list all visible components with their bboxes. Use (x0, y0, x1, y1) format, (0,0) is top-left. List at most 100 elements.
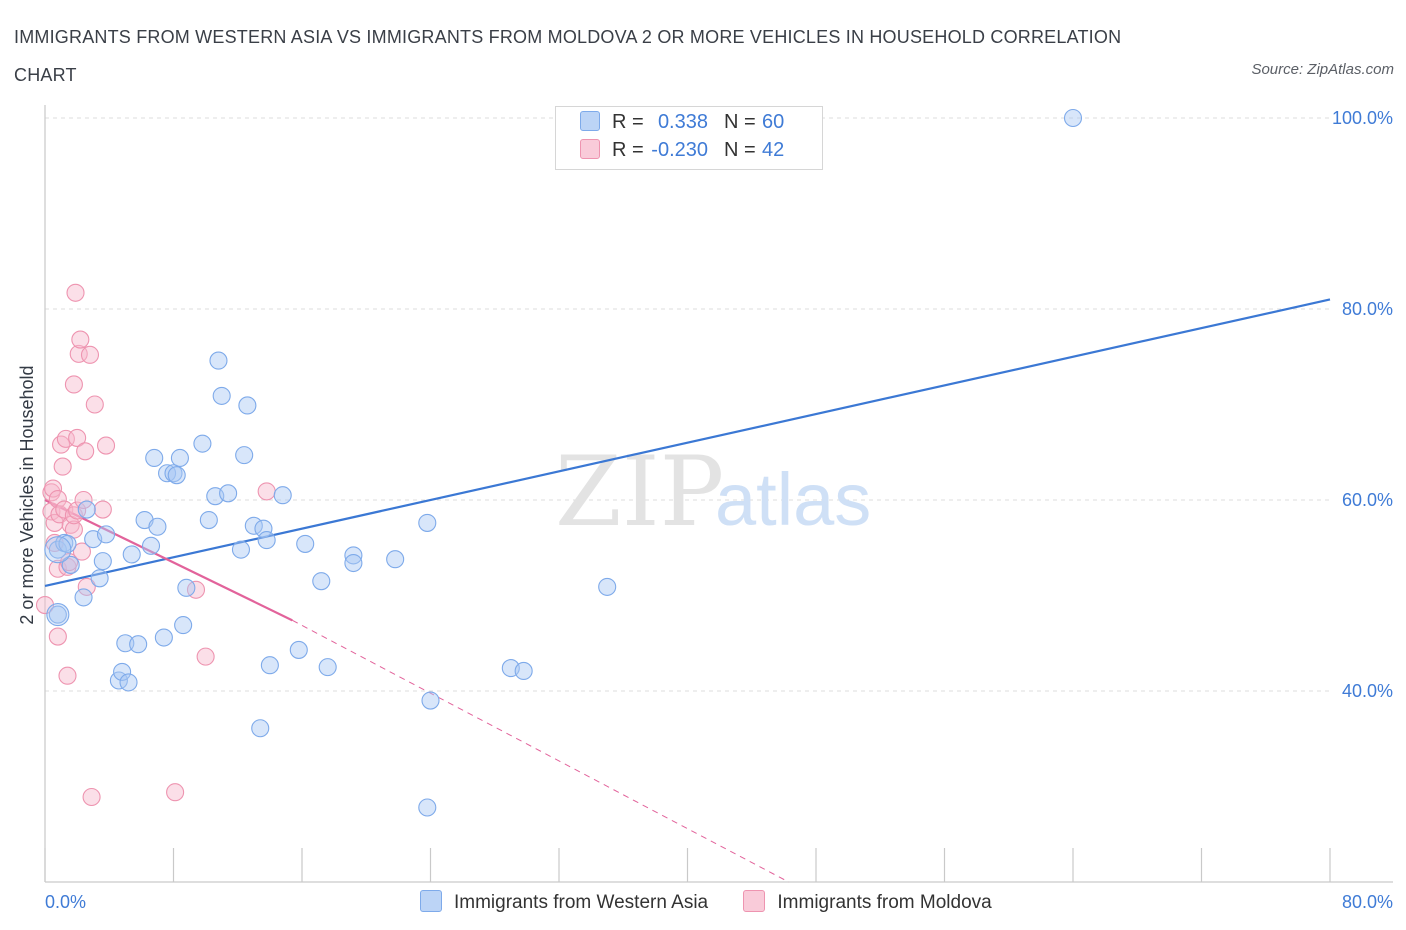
data-point (129, 635, 148, 654)
data-point (212, 386, 231, 405)
legend-swatch-moldova (580, 139, 600, 159)
data-point (257, 531, 276, 550)
data-point (514, 661, 533, 680)
data-point (386, 550, 405, 569)
data-point (74, 490, 93, 510)
legend-n-label: N = (724, 139, 756, 161)
data-point (68, 501, 87, 520)
data-point (260, 656, 279, 675)
data-point (235, 446, 254, 465)
data-point (96, 436, 116, 455)
data-point (71, 330, 90, 349)
data-point (93, 552, 112, 571)
data-point (145, 448, 164, 468)
data-point (85, 395, 104, 414)
data-point (154, 628, 173, 647)
data-point (238, 396, 257, 415)
data-point (167, 466, 186, 485)
data-point (58, 666, 77, 685)
data-point (48, 627, 67, 646)
data-point (43, 479, 63, 498)
tick-labels: 40.0% 60.0% 80.0% 100.0% 0.0% 80.0% (45, 108, 1393, 912)
series-swatch-moldova (743, 890, 766, 912)
data-point (82, 787, 101, 807)
series-swatch-western-asia (420, 890, 442, 912)
data-point (96, 525, 116, 544)
data-point (421, 691, 440, 710)
data-point (418, 513, 437, 532)
data-point (48, 540, 67, 559)
watermark: ZIP atlas (555, 436, 871, 548)
legend-n-value: 60 (762, 111, 785, 133)
data-point (273, 486, 292, 505)
data-point (68, 428, 87, 447)
data-point (166, 783, 185, 802)
data-point (116, 634, 135, 653)
data-point (74, 588, 93, 607)
legend-swatch-western-asia (580, 111, 600, 131)
data-point (170, 448, 189, 468)
trend-line-moldova-extension (292, 619, 789, 883)
data-point (76, 442, 95, 461)
data-point (64, 375, 83, 394)
trend-line-moldova (44, 499, 293, 622)
source-label: Source: ZipAtlas.com (1251, 61, 1394, 78)
legend-n-value: 42 (762, 139, 785, 161)
data-point (318, 658, 337, 677)
y-axis-label: 2 or more Vehicles in Household (17, 365, 37, 624)
data-point (141, 536, 161, 555)
data-point (219, 484, 238, 503)
watermark-atlas: atlas (715, 458, 871, 541)
series-legend: Immigrants from Western Asia Immigrants … (420, 890, 1022, 914)
data-point (45, 513, 64, 532)
series-label-western-asia: Immigrants from Western Asia (454, 892, 709, 913)
data-point (598, 577, 617, 596)
data-point (164, 464, 183, 483)
data-point (77, 500, 96, 519)
watermark-zip: ZIP (555, 436, 724, 548)
data-point (77, 577, 96, 596)
data-point (122, 545, 141, 564)
data-point (418, 798, 437, 817)
data-point (46, 603, 70, 627)
trend-line-western-asia (44, 298, 1331, 588)
data-point (289, 640, 308, 659)
data-point (344, 553, 363, 573)
data-point (196, 647, 215, 666)
data-point (174, 616, 193, 635)
data-point (231, 540, 251, 559)
legend-r-value: -0.230 (651, 139, 708, 161)
legend-n-label: N = (724, 111, 756, 133)
series-legend-moldova[interactable]: Immigrants from Moldova (743, 890, 992, 914)
data-point (209, 351, 228, 370)
series-legend-western-asia[interactable]: Immigrants from Western Asia (420, 890, 708, 914)
data-point (93, 500, 112, 519)
data-point (177, 578, 196, 597)
y-tick-label: 40.0% (1342, 681, 1393, 701)
data-point (48, 605, 67, 624)
data-point (254, 519, 273, 538)
data-point (90, 569, 109, 588)
series-label-moldova: Immigrants from Moldova (777, 892, 992, 913)
data-point (251, 719, 270, 738)
y-tick-label: 100.0% (1332, 108, 1393, 128)
grid-lines (45, 117, 1330, 692)
data-point (296, 534, 315, 553)
data-point (148, 517, 167, 536)
data-point (61, 555, 80, 574)
data-point (193, 434, 212, 453)
data-point (119, 673, 138, 692)
legend-r-value: 0.338 (657, 111, 708, 133)
data-point (66, 283, 85, 302)
data-point (312, 572, 331, 591)
data-point (58, 534, 77, 553)
data-point (48, 489, 67, 509)
trend-lines (44, 298, 1331, 883)
data-point (1063, 108, 1083, 128)
y-tick-label: 60.0% (1342, 490, 1393, 510)
legend-row-western-asia: R = 0.338 N = 60 (580, 111, 784, 139)
legend-row-moldova: R = -0.230 N = 42 (580, 139, 784, 167)
data-point (52, 435, 71, 454)
chart-title: IMMIGRANTS FROM WESTERN ASIA VS IMMIGRAN… (14, 27, 1122, 85)
